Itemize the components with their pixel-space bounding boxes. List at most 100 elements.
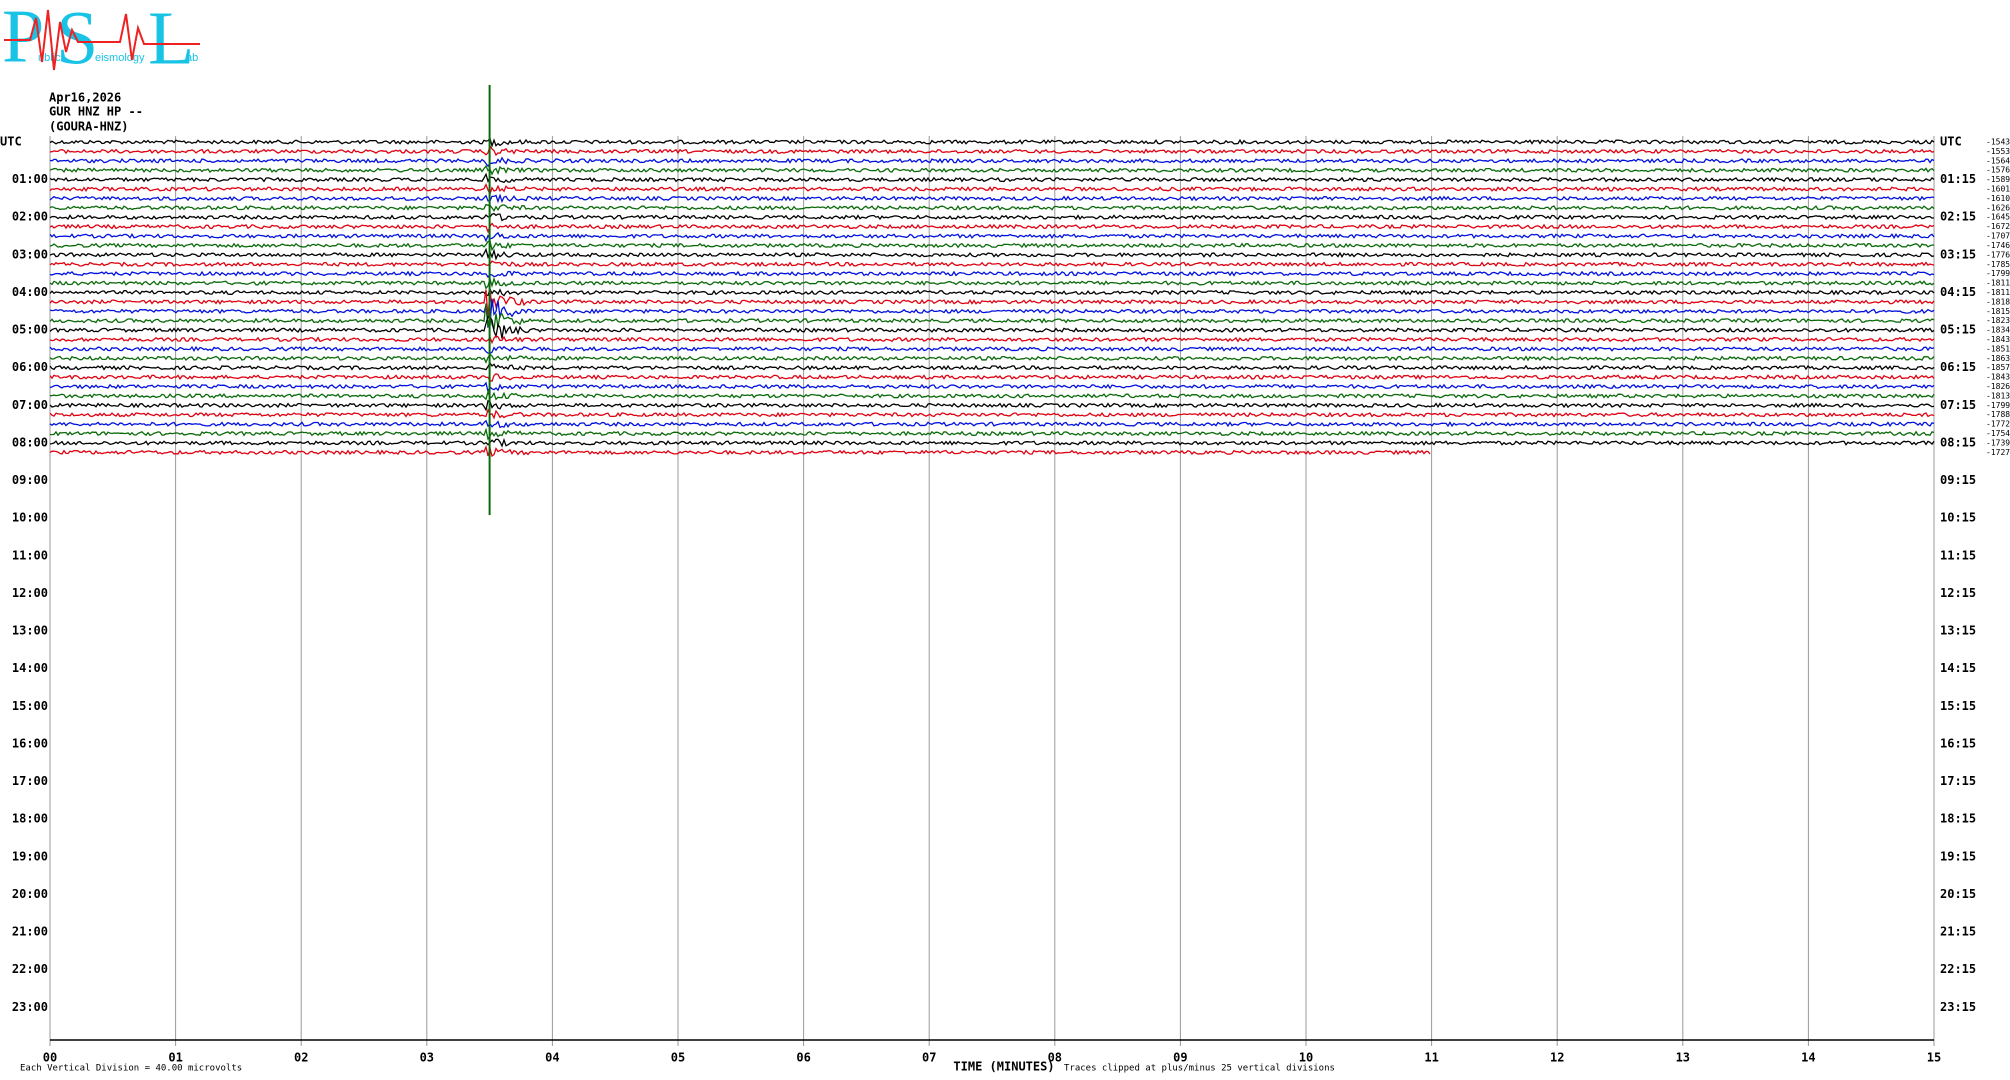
trace-offset: -1799 <box>1986 269 2010 278</box>
minute-label: 04 <box>545 1051 559 1065</box>
minute-label: 00 <box>43 1051 57 1065</box>
trace <box>49 315 1935 339</box>
trace-offset: -1772 <box>1986 420 2010 429</box>
trace <box>49 270 1935 279</box>
trace-offset: -1553 <box>1986 147 2010 156</box>
logo-word: eismology <box>95 52 145 64</box>
trace <box>49 137 1935 148</box>
trace <box>49 247 1935 261</box>
trace <box>49 164 1935 176</box>
hour-label: 08:00 <box>12 435 48 449</box>
scale-note: Each Vertical Division = 40.00 microvolt… <box>20 1064 242 1074</box>
minute-label: 07 <box>922 1051 936 1065</box>
trace <box>49 298 1935 329</box>
hour-label-right: 14:15 <box>1940 661 1976 675</box>
trace-offset: -1564 <box>1986 156 2010 165</box>
trace-offset: -1826 <box>1986 382 2010 391</box>
trace-offset: -1815 <box>1986 307 2010 316</box>
hour-label-right: 13:15 <box>1940 624 1976 638</box>
minute-label: 15 <box>1927 1051 1941 1065</box>
hour-label-right: UTC <box>1940 135 1962 149</box>
hour-label-right: 11:15 <box>1940 548 1976 562</box>
hour-label: 10:00 <box>12 511 48 525</box>
trace-offset: -1843 <box>1986 373 2010 382</box>
hour-label-right: 23:15 <box>1940 1000 1976 1014</box>
minute-label: 13 <box>1676 1051 1690 1065</box>
trace <box>49 419 1935 429</box>
trace-offset: -1601 <box>1986 185 2010 194</box>
trace-offset: -1813 <box>1986 391 2010 400</box>
trace <box>49 156 1935 168</box>
trace-offset: -1811 <box>1986 279 2010 288</box>
trace <box>49 240 1934 252</box>
logo: P ublic S eismology L ab <box>2 0 200 80</box>
trace-offset: -1799 <box>1986 401 2010 410</box>
clip-note: Traces clipped at plus/minus 25 vertical… <box>1064 1064 1335 1074</box>
trace-offset: -1818 <box>1986 297 2010 306</box>
hour-label: 17:00 <box>12 774 48 788</box>
trace <box>49 182 1935 196</box>
trace <box>49 408 1935 420</box>
hour-label: 16:00 <box>12 736 48 750</box>
trace <box>49 335 1935 345</box>
trace <box>49 260 1935 268</box>
hour-label-right: 21:15 <box>1940 925 1976 939</box>
minute-label: 02 <box>294 1051 308 1065</box>
trace <box>49 345 1935 354</box>
trace-offset: -1788 <box>1986 410 2010 419</box>
trace <box>49 212 1935 222</box>
hour-label-right: 06:15 <box>1940 360 1976 374</box>
trace-offset: -1746 <box>1986 241 2010 250</box>
minute-label: 08 <box>1048 1051 1062 1065</box>
hour-label-right: 19:15 <box>1940 849 1976 863</box>
trace-offset: -1727 <box>1986 448 2010 457</box>
hour-label-right: 22:15 <box>1940 962 1976 976</box>
hour-label-right: 04:15 <box>1940 285 1976 299</box>
hour-label: 03:00 <box>12 247 48 261</box>
trace-offset: -1543 <box>1986 138 2010 147</box>
trace-offset: -1576 <box>1986 166 2010 175</box>
trace-offset: -1863 <box>1986 354 2010 363</box>
trace <box>49 222 1935 234</box>
minute-label: 14 <box>1801 1051 1815 1065</box>
trace-offset: -1851 <box>1986 344 2010 353</box>
date: Apr16,2026 <box>49 91 121 105</box>
hour-label-right: 16:15 <box>1940 736 1976 750</box>
trace <box>49 289 1935 319</box>
trace-offset: -1707 <box>1986 232 2010 241</box>
hour-label: 18:00 <box>12 812 48 826</box>
hour-label-right: 18:15 <box>1940 812 1976 826</box>
hour-label-right: 10:15 <box>1940 511 1976 525</box>
hour-label-right: 20:15 <box>1940 887 1976 901</box>
trace <box>49 287 1935 297</box>
trace-offset: -1610 <box>1986 194 2010 203</box>
hour-label-right: 17:15 <box>1940 774 1976 788</box>
hour-label: 13:00 <box>12 624 48 638</box>
trace <box>49 361 1935 371</box>
trace <box>49 373 1935 383</box>
minute-label: 12 <box>1550 1051 1564 1065</box>
hour-label: 21:00 <box>12 925 48 939</box>
hour-label-right: 05:15 <box>1940 323 1976 337</box>
hour-label-right: 01:15 <box>1940 172 1976 186</box>
trace <box>49 193 1935 204</box>
logo-wave <box>4 9 200 71</box>
trace <box>49 444 1431 458</box>
trace-offset: -1672 <box>1986 222 2010 231</box>
minute-label: 11 <box>1424 1051 1438 1065</box>
minute-label: 09 <box>1173 1051 1187 1065</box>
hour-label: 05:00 <box>12 323 48 337</box>
trace-offset: -1626 <box>1986 203 2010 212</box>
trace <box>49 437 1935 448</box>
minute-label: 10 <box>1299 1051 1313 1065</box>
trace-offset: -1843 <box>1986 335 2010 344</box>
trace-offset: -1785 <box>1986 260 2010 269</box>
channel: (GOURA-HNZ) <box>49 120 128 134</box>
hour-label: 23:00 <box>12 1000 48 1014</box>
trace <box>49 389 1935 401</box>
trace-offset: -1754 <box>1986 429 2010 438</box>
logo-word: ab <box>186 52 198 64</box>
hour-label: 11:00 <box>12 548 48 562</box>
minute-label: 06 <box>796 1051 810 1065</box>
hour-label-right: 12:15 <box>1940 586 1976 600</box>
